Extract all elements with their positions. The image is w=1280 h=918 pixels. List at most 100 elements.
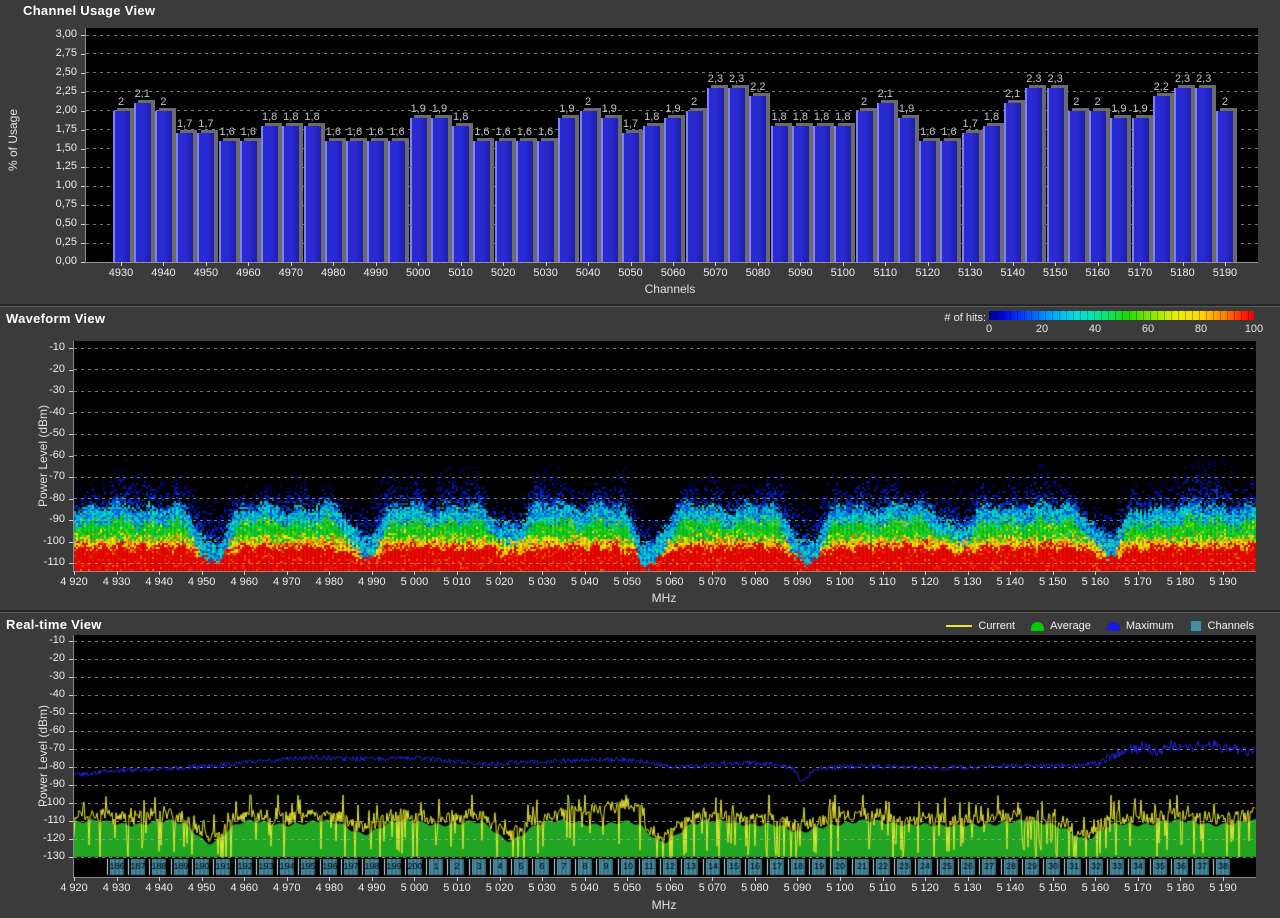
x-tick-mark	[797, 571, 799, 575]
usage-bar	[452, 125, 470, 262]
usage-bar	[112, 110, 130, 262]
bar-value-label: 1,8	[283, 110, 299, 123]
y-tick-label: -50	[49, 427, 65, 439]
x-tick-mark	[201, 877, 203, 881]
colorbar-tick-label: 60	[1141, 323, 1155, 335]
x-tick-label: 5 140	[996, 576, 1024, 588]
y-gridline	[74, 712, 1256, 714]
y-gridline	[74, 412, 1256, 413]
x-tick-label: 4 990	[358, 576, 386, 588]
usage-bar	[282, 125, 300, 262]
x-tick-mark	[375, 262, 377, 266]
y-tick-mark	[69, 839, 73, 840]
bar-value-label: 2,1	[877, 88, 893, 101]
y-gridline	[86, 72, 1258, 74]
x-tick-mark	[840, 877, 841, 881]
colorbar-tick-label: 40	[1088, 323, 1102, 335]
x-tick-mark	[1140, 262, 1142, 266]
x-tick-mark	[1010, 571, 1012, 575]
x-tick-label: 4930	[108, 267, 134, 279]
y-tick-label: -90	[49, 513, 65, 525]
x-tick-label: 5 080	[741, 882, 769, 894]
y-tick-label: -20	[49, 362, 65, 375]
usage-bar	[1152, 95, 1170, 262]
y-tick-label: -110	[43, 556, 65, 568]
x-tick-label: 4 930	[102, 576, 131, 588]
x-tick-mark	[1097, 262, 1099, 266]
x-tick-mark	[503, 262, 505, 266]
y-tick-mark	[69, 731, 73, 732]
x-tick-label: 5 010	[443, 576, 471, 588]
y-tick-label: -70	[49, 742, 65, 754]
y-gridline	[74, 455, 1256, 456]
x-tick-mark	[74, 877, 75, 881]
bar-value-label: 2	[860, 95, 868, 108]
y-tick-mark	[81, 205, 85, 207]
maximum-legend-icon	[1106, 621, 1120, 631]
y-tick-label: 1,75	[55, 122, 77, 135]
y-tick-label: -20	[49, 652, 65, 664]
y-gridline	[74, 676, 1256, 678]
usage-bar	[770, 125, 788, 262]
usage-bar	[1025, 87, 1043, 262]
x-tick-label: 5 010	[443, 882, 471, 894]
x-tick-mark	[499, 571, 501, 575]
bar-value-label: 1,7	[962, 118, 978, 131]
x-tick-mark	[1095, 877, 1097, 881]
y-tick-mark	[69, 369, 73, 371]
y-gridline	[74, 390, 1256, 392]
usage-bar	[834, 125, 852, 262]
x-tick-mark	[121, 262, 122, 266]
y-gridline	[74, 748, 1256, 750]
x-tick-mark	[159, 571, 161, 575]
bar-value-label: 1,9	[559, 103, 575, 116]
x-tick-label: 5140	[1000, 267, 1025, 279]
legend-item-average: Average	[1031, 620, 1091, 632]
legend-label: Average	[1050, 620, 1091, 632]
x-tick-label: 5 070	[698, 882, 727, 894]
waveform-heatmap-canvas[interactable]	[74, 341, 1256, 571]
y-tick-label: -10	[49, 634, 65, 646]
bar-value-label: 1,6	[920, 125, 936, 138]
y-tick-mark	[69, 520, 73, 521]
x-tick-mark	[163, 262, 165, 266]
x-tick-mark	[457, 877, 458, 881]
channel-usage-plot[interactable]: 3,00 2,75 2,50 2,25 2,00 1,75 1,50 1,25 1,00 0,75…	[56, 28, 1258, 279]
x-tick-mark	[1223, 571, 1224, 575]
x-tick-mark	[542, 571, 544, 575]
x-tick-mark	[1055, 262, 1057, 266]
realtime-trace-canvas[interactable]	[74, 635, 1256, 877]
usage-bar	[409, 118, 427, 262]
x-tick-label: 5190	[1212, 267, 1238, 279]
x-tick-mark	[371, 877, 373, 881]
bar-value-label: 2,3	[729, 72, 745, 85]
waveform-panel: Waveform View # of hits: 0 20 40 60 80 100 Po…	[0, 306, 1280, 612]
y-gridline	[74, 784, 1256, 786]
usage-bar	[537, 140, 555, 262]
x-tick-mark	[712, 877, 714, 881]
usage-bar	[1046, 87, 1064, 262]
y-tick-label: -100	[42, 534, 65, 547]
x-tick-label: 5 030	[528, 882, 556, 894]
x-tick-label: 5150	[1042, 267, 1068, 279]
y-tick-mark	[81, 167, 85, 169]
realtime-x-axis-label: MHz	[651, 898, 677, 912]
bar-value-label: 1,8	[453, 110, 469, 123]
x-tick-label: 5 100	[826, 882, 854, 894]
x-tick-mark	[329, 877, 331, 881]
y-gridline	[74, 856, 1256, 858]
x-tick-mark	[800, 262, 802, 266]
x-tick-label: 4 970	[273, 882, 301, 894]
x-tick-mark	[712, 571, 714, 575]
x-tick-label: 5 100	[826, 576, 854, 588]
y-tick-label: 2,50	[55, 65, 77, 78]
y-gridline	[74, 658, 1256, 660]
x-tick-label: 4 970	[273, 576, 301, 588]
bar-value-label: 2,3	[707, 72, 724, 85]
bar-value-label: 2	[1221, 95, 1229, 108]
x-tick-mark	[1224, 262, 1226, 266]
x-tick-label: 5010	[448, 267, 473, 279]
usage-bar	[643, 125, 661, 262]
y-tick-label: 1,25	[55, 160, 77, 173]
x-tick-label: 5 080	[741, 576, 769, 588]
